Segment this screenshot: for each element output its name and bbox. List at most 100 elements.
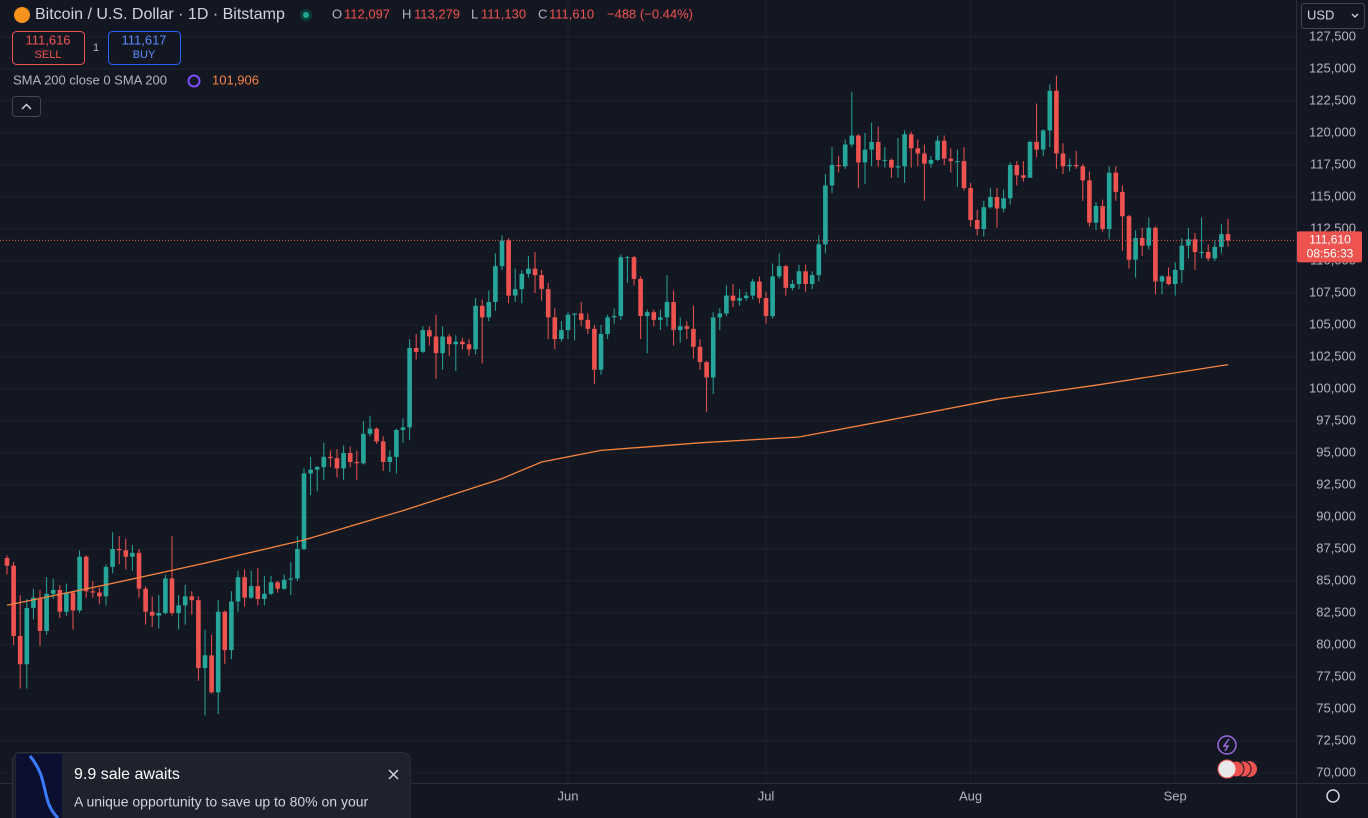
candle-body bbox=[281, 579, 287, 589]
candle-body bbox=[321, 456, 327, 468]
candle-body bbox=[842, 144, 848, 167]
chevron-icon bbox=[21, 103, 32, 110]
sell-button[interactable] bbox=[12, 31, 85, 65]
candle-body bbox=[248, 586, 254, 598]
candle-body bbox=[24, 607, 30, 665]
candle-body bbox=[724, 295, 729, 314]
candle-body bbox=[1126, 216, 1132, 260]
price-tag-countdown: 08:56:33 bbox=[1307, 247, 1354, 261]
candle-body bbox=[908, 134, 914, 149]
candle-body bbox=[710, 317, 716, 378]
candle-body bbox=[776, 266, 782, 277]
candle-body bbox=[301, 473, 307, 550]
candle-body bbox=[90, 591, 96, 593]
candle-body bbox=[961, 161, 967, 189]
candle-body bbox=[823, 185, 828, 245]
indicator-label[interactable]: SMA 200 close 0 SMA 200 bbox=[13, 72, 167, 87]
buy-button[interactable] bbox=[108, 31, 181, 65]
x-tick-label: Aug bbox=[959, 788, 982, 803]
candle-body bbox=[17, 636, 23, 665]
candle-body bbox=[37, 597, 43, 631]
candle-body bbox=[717, 313, 723, 318]
candle-body bbox=[796, 271, 802, 285]
candle-body bbox=[1054, 90, 1059, 154]
candle-body bbox=[347, 453, 353, 462]
y-tick-label: 97,500 bbox=[1316, 412, 1356, 427]
candle-body bbox=[446, 336, 452, 345]
candle-body bbox=[512, 289, 518, 296]
settings-icon[interactable] bbox=[1326, 789, 1340, 803]
candle-body bbox=[288, 578, 294, 580]
y-tick-label: 127,500 bbox=[1309, 28, 1356, 43]
symbol-title[interactable]: Bitcoin / U.S. Dollar · 1D · Bitstamp bbox=[35, 6, 285, 23]
candle-body bbox=[1133, 237, 1138, 260]
candle-body bbox=[895, 166, 901, 168]
candle-body bbox=[407, 348, 412, 428]
candle-body bbox=[559, 330, 564, 340]
candle-body bbox=[473, 305, 478, 350]
alert-icon[interactable] bbox=[1217, 735, 1237, 755]
candle-body bbox=[189, 596, 195, 601]
candle-body bbox=[928, 159, 934, 164]
y-tick-label: 80,000 bbox=[1316, 636, 1356, 651]
y-tick-label: 100,000 bbox=[1309, 380, 1356, 395]
buy-label: BUY bbox=[133, 49, 156, 61]
candle-body bbox=[704, 362, 709, 378]
candle-body bbox=[110, 549, 115, 567]
candle-body bbox=[83, 556, 89, 592]
candle-body bbox=[658, 317, 663, 320]
candle-body bbox=[328, 456, 333, 459]
candle-body bbox=[697, 346, 703, 363]
event-icon[interactable] bbox=[1217, 759, 1237, 779]
candle-body bbox=[1139, 237, 1145, 246]
price-tag bbox=[1297, 231, 1362, 263]
candle-body bbox=[295, 549, 300, 579]
candle-body bbox=[130, 552, 135, 557]
candle-body bbox=[314, 467, 320, 470]
y-tick-label: 77,500 bbox=[1316, 668, 1356, 683]
candle-body bbox=[743, 295, 749, 299]
candle-body bbox=[255, 586, 261, 599]
candle-body bbox=[202, 655, 208, 669]
ohlc-label: O bbox=[332, 6, 342, 21]
candle-body bbox=[572, 313, 577, 315]
candle-body bbox=[1067, 164, 1072, 167]
y-tick-label: 105,000 bbox=[1309, 316, 1356, 331]
candle-body bbox=[631, 257, 637, 279]
candle-body bbox=[143, 588, 148, 612]
candle-body bbox=[486, 301, 492, 318]
candle-body bbox=[1093, 205, 1099, 223]
candle-body bbox=[1113, 172, 1119, 192]
candle-body bbox=[215, 611, 221, 693]
sell-price: 111,616 bbox=[25, 32, 70, 47]
close-button[interactable] bbox=[388, 769, 399, 780]
y-tick-label: 102,500 bbox=[1309, 348, 1356, 363]
ohlc-value: 111,610 bbox=[549, 6, 594, 21]
candle-body bbox=[790, 284, 795, 288]
x-tick-label: Sep bbox=[1164, 788, 1187, 803]
currency: USD bbox=[1307, 7, 1334, 22]
promo-image bbox=[16, 754, 62, 818]
y-tick-label: 95,000 bbox=[1316, 444, 1356, 459]
candle-body bbox=[1205, 252, 1211, 259]
candle-body bbox=[1100, 205, 1105, 229]
candle-body bbox=[479, 305, 485, 318]
candle-body bbox=[869, 141, 874, 150]
candle-body bbox=[440, 336, 445, 354]
y-tick-label: 82,500 bbox=[1316, 604, 1356, 619]
candle-body bbox=[1014, 164, 1020, 176]
candle-body bbox=[671, 301, 676, 331]
y-tick-label: 75,000 bbox=[1316, 700, 1356, 715]
candle-body bbox=[691, 328, 696, 347]
candle-body bbox=[1192, 239, 1198, 253]
candle-body bbox=[354, 461, 360, 464]
indicator-icon[interactable] bbox=[187, 74, 201, 88]
symbol-icon[interactable] bbox=[14, 7, 30, 23]
candle-body bbox=[149, 611, 155, 616]
spread: 1 bbox=[93, 42, 99, 54]
currency-select[interactable] bbox=[1301, 3, 1365, 29]
candle-body bbox=[565, 314, 571, 331]
collapse-button[interactable] bbox=[12, 96, 41, 117]
candle-body bbox=[50, 589, 56, 594]
